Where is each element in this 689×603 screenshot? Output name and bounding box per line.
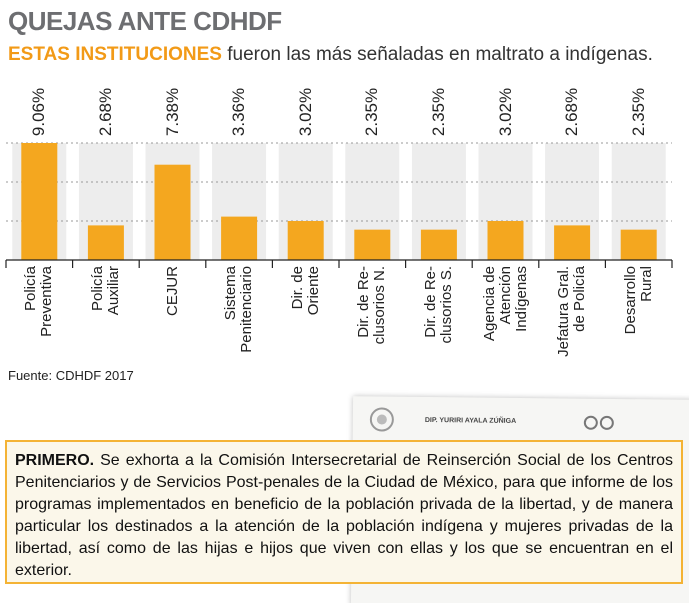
x-tick-label: Dir. de Re- clusorios S.	[422, 266, 455, 344]
value-label: 7.38%	[162, 87, 182, 137]
value-label: 2.35%	[362, 87, 382, 137]
bar	[554, 225, 591, 260]
document-header: DIP. YURIRI AYALA ZÚÑIGA	[424, 416, 517, 425]
resolution-box: PRIMERO. Se exhorta a la Comisión Inters…	[5, 440, 683, 584]
x-tick-label: Agencia de Atención Indígenas	[480, 266, 530, 342]
value-label: 2.68%	[95, 87, 115, 137]
value-label: 2.35%	[628, 87, 648, 137]
bar	[154, 164, 191, 260]
x-tick-label: Policía Preventiva	[22, 266, 56, 337]
bar	[620, 229, 657, 260]
resolution-lead: PRIMERO.	[15, 452, 95, 469]
title: QUEJAS ANTE CDHDF	[8, 6, 282, 36]
document-paper: DIP. YURIRI AYALA ZÚÑIGA	[350, 396, 689, 603]
value-label: 2.35%	[428, 87, 448, 137]
x-tick-label: Desarrollo Rural	[621, 266, 655, 335]
x-tick-label: Sistema Penitenciario	[222, 266, 256, 353]
subtitle-highlight: ESTAS INSTITUCIONES	[8, 44, 222, 65]
bar	[21, 143, 58, 260]
bar	[221, 216, 258, 260]
bar	[87, 225, 124, 260]
x-tick-label: Dir. de Re- clusorios N.	[355, 266, 389, 345]
resolution-text: Se exhorta a la Comisión Intersecretaria…	[15, 452, 673, 579]
value-label: 3.02%	[495, 87, 515, 137]
logo-icon	[583, 415, 614, 430]
bar	[354, 229, 391, 260]
value-label: 2.68%	[562, 87, 582, 137]
bar	[287, 221, 324, 260]
x-tick-label: Dir. de Oriente	[288, 266, 322, 316]
x-tick-label: Jefatura Gral. de Policía	[555, 266, 589, 357]
chart	[5, 142, 673, 268]
source: Fuente: CDHDF 2017	[8, 368, 134, 383]
seal-icon	[369, 407, 394, 432]
value-label: 3.02%	[295, 87, 315, 137]
x-tick-label: CEJUR	[163, 266, 181, 317]
subtitle: ESTAS INSTITUCIONES fueron las más señal…	[8, 44, 653, 66]
bar	[487, 221, 524, 260]
x-tick-label: Policía Auxiliar	[89, 266, 122, 316]
bar	[420, 229, 457, 260]
value-label: 9.06%	[29, 87, 49, 137]
subtitle-text: fueron las más señaladas en maltrato a i…	[227, 44, 653, 65]
value-label: 3.36%	[229, 87, 249, 137]
